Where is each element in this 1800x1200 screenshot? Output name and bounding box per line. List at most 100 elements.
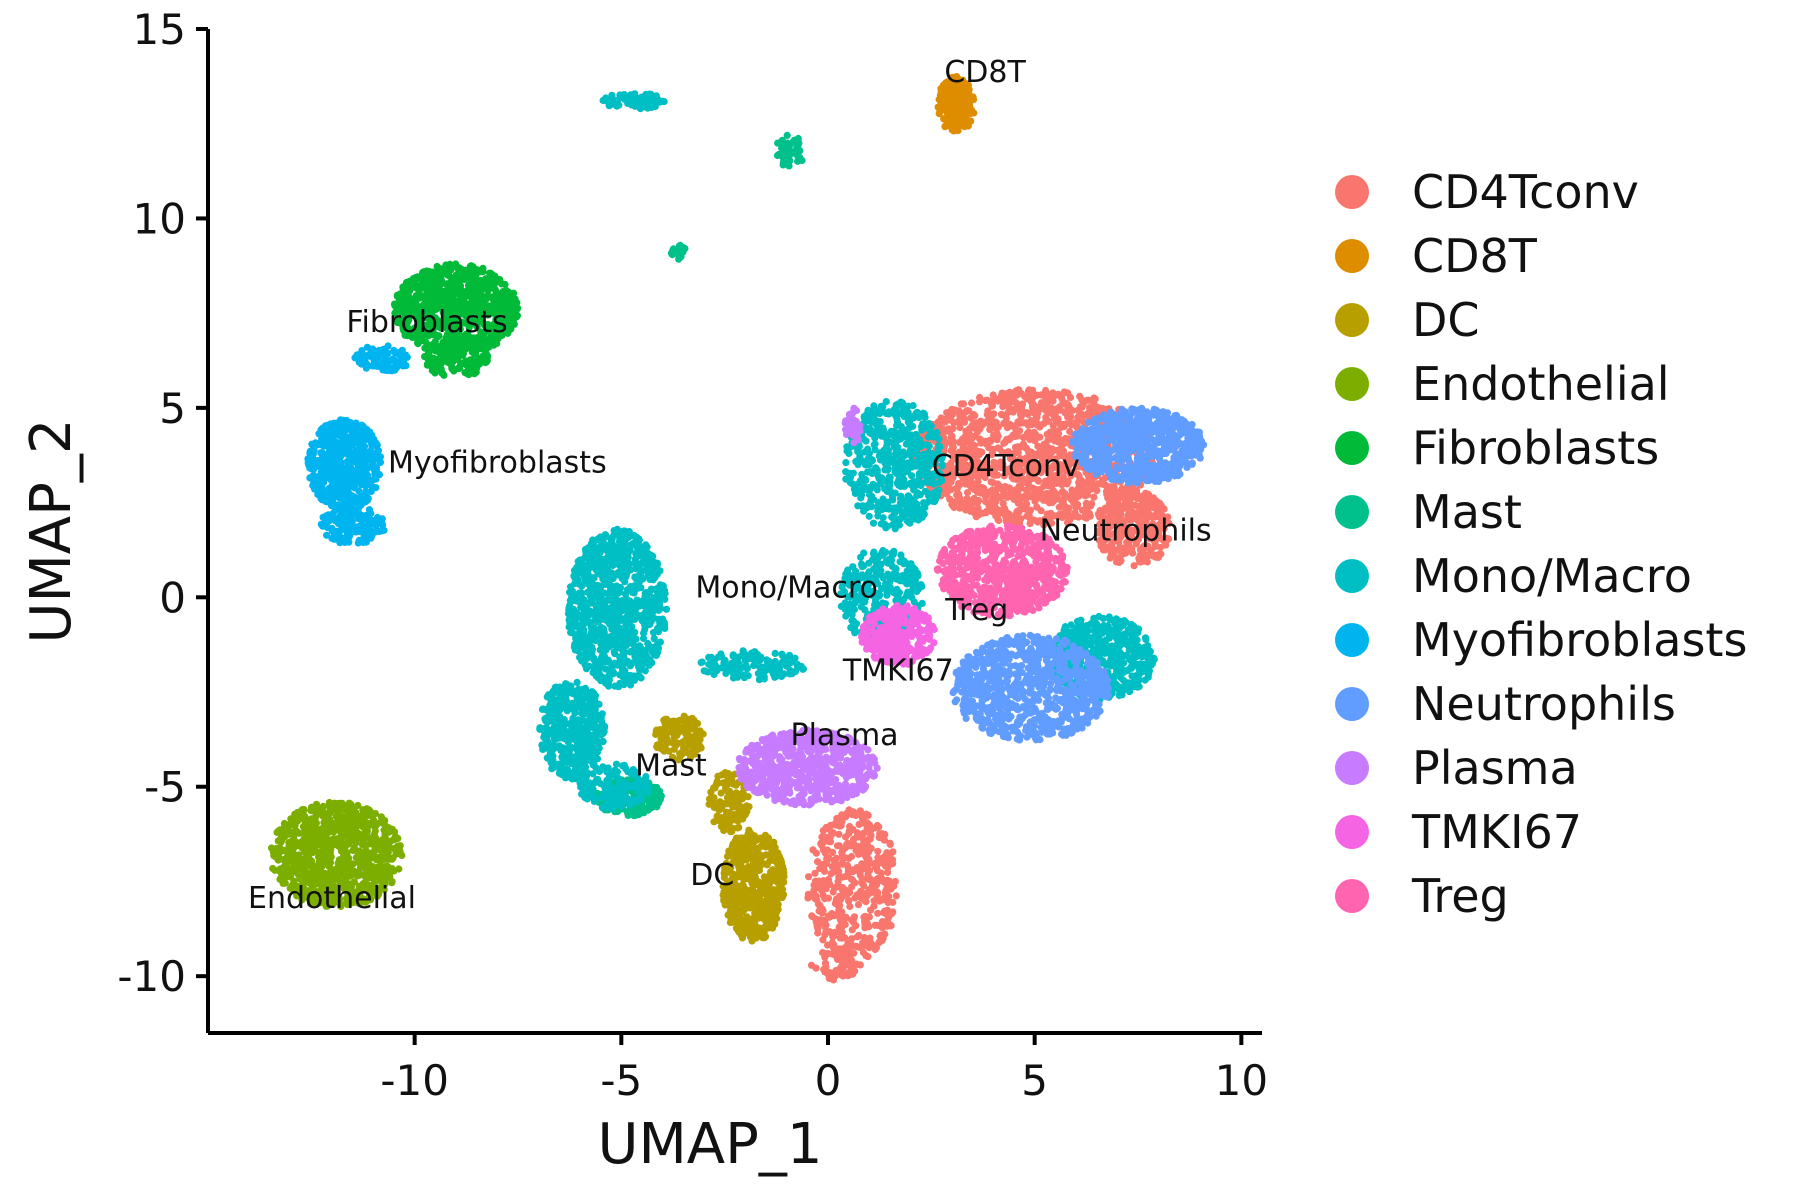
data-point [321,871,329,879]
data-point [1120,500,1128,509]
data-point [1078,411,1087,419]
data-point [841,920,849,929]
data-point [1113,495,1121,503]
data-point [1011,398,1020,406]
data-point [839,947,848,955]
data-point [1090,493,1098,501]
data-point [463,361,471,369]
data-point [764,880,773,889]
data-point [331,837,339,846]
data-point [1024,421,1032,429]
data-point [962,506,970,514]
data-point [963,489,972,497]
data-point [1074,406,1082,414]
data-point [845,829,853,838]
data-point [1097,480,1105,488]
data-point [858,879,866,887]
data-point [456,297,464,305]
data-point [838,860,847,868]
data-point [809,846,817,854]
data-point [763,861,771,869]
data-point [766,895,774,903]
data-point [448,365,456,373]
data-point [1067,418,1075,426]
data-point [509,301,518,310]
data-point [1000,472,1008,480]
data-point [766,874,774,882]
data-point [1122,489,1130,497]
data-point [356,833,364,841]
data-point [824,894,833,902]
data-point [1044,417,1053,425]
data-point [778,879,786,887]
data-point [814,925,822,933]
data-point [457,344,465,352]
data-point [430,354,438,362]
data-point [437,280,445,288]
data-point [885,877,894,885]
data-point [852,846,860,855]
data-point [463,287,471,295]
data-point [269,864,277,873]
data-point [718,771,726,779]
data-point [380,826,388,834]
data-point [875,859,883,867]
data-point [988,402,997,410]
data-point [454,364,462,372]
data-point [271,847,279,856]
data-point [876,830,884,838]
data-point [370,816,378,825]
data-point [842,914,850,922]
data-point [1004,421,1012,430]
data-point [280,819,288,828]
data-point [361,861,369,869]
data-point [758,852,766,860]
data-point [456,287,464,295]
data-point [405,277,413,285]
data-point [736,889,744,897]
data-point [294,871,302,879]
data-point [748,848,757,856]
data-point [373,845,381,853]
data-point [1042,386,1050,395]
data-point [756,883,765,891]
data-point [1132,492,1140,500]
data-point [736,835,744,843]
data-point [376,818,384,827]
data-point [874,909,882,917]
data-point [956,424,964,432]
data-point [345,866,353,874]
data-point [770,886,779,894]
data-point [812,918,820,926]
data-point [963,495,971,503]
data-point [1066,393,1075,402]
data-point [1058,488,1066,496]
data-point [1117,557,1125,565]
data-point [490,281,498,289]
data-point [1091,395,1099,403]
data-point [318,804,326,813]
data-point [866,859,874,868]
data-point [736,794,744,802]
data-point [324,847,332,856]
data-point [451,273,459,281]
points-layer [267,73,1208,984]
data-point [474,342,482,350]
data-point [482,357,490,365]
data-point [663,715,671,724]
data-point [1152,553,1160,561]
data-point [1019,433,1028,442]
data-point [825,974,833,983]
data-point [959,400,968,408]
data-point [705,795,714,803]
data-point [370,831,378,839]
data-point [755,914,763,922]
data-point [1010,422,1019,430]
data-point [423,288,431,296]
data-point [981,488,989,496]
data-point [653,741,662,749]
data-point [734,805,743,813]
data-point [953,491,961,499]
data-point [734,817,742,825]
data-point [737,922,745,930]
